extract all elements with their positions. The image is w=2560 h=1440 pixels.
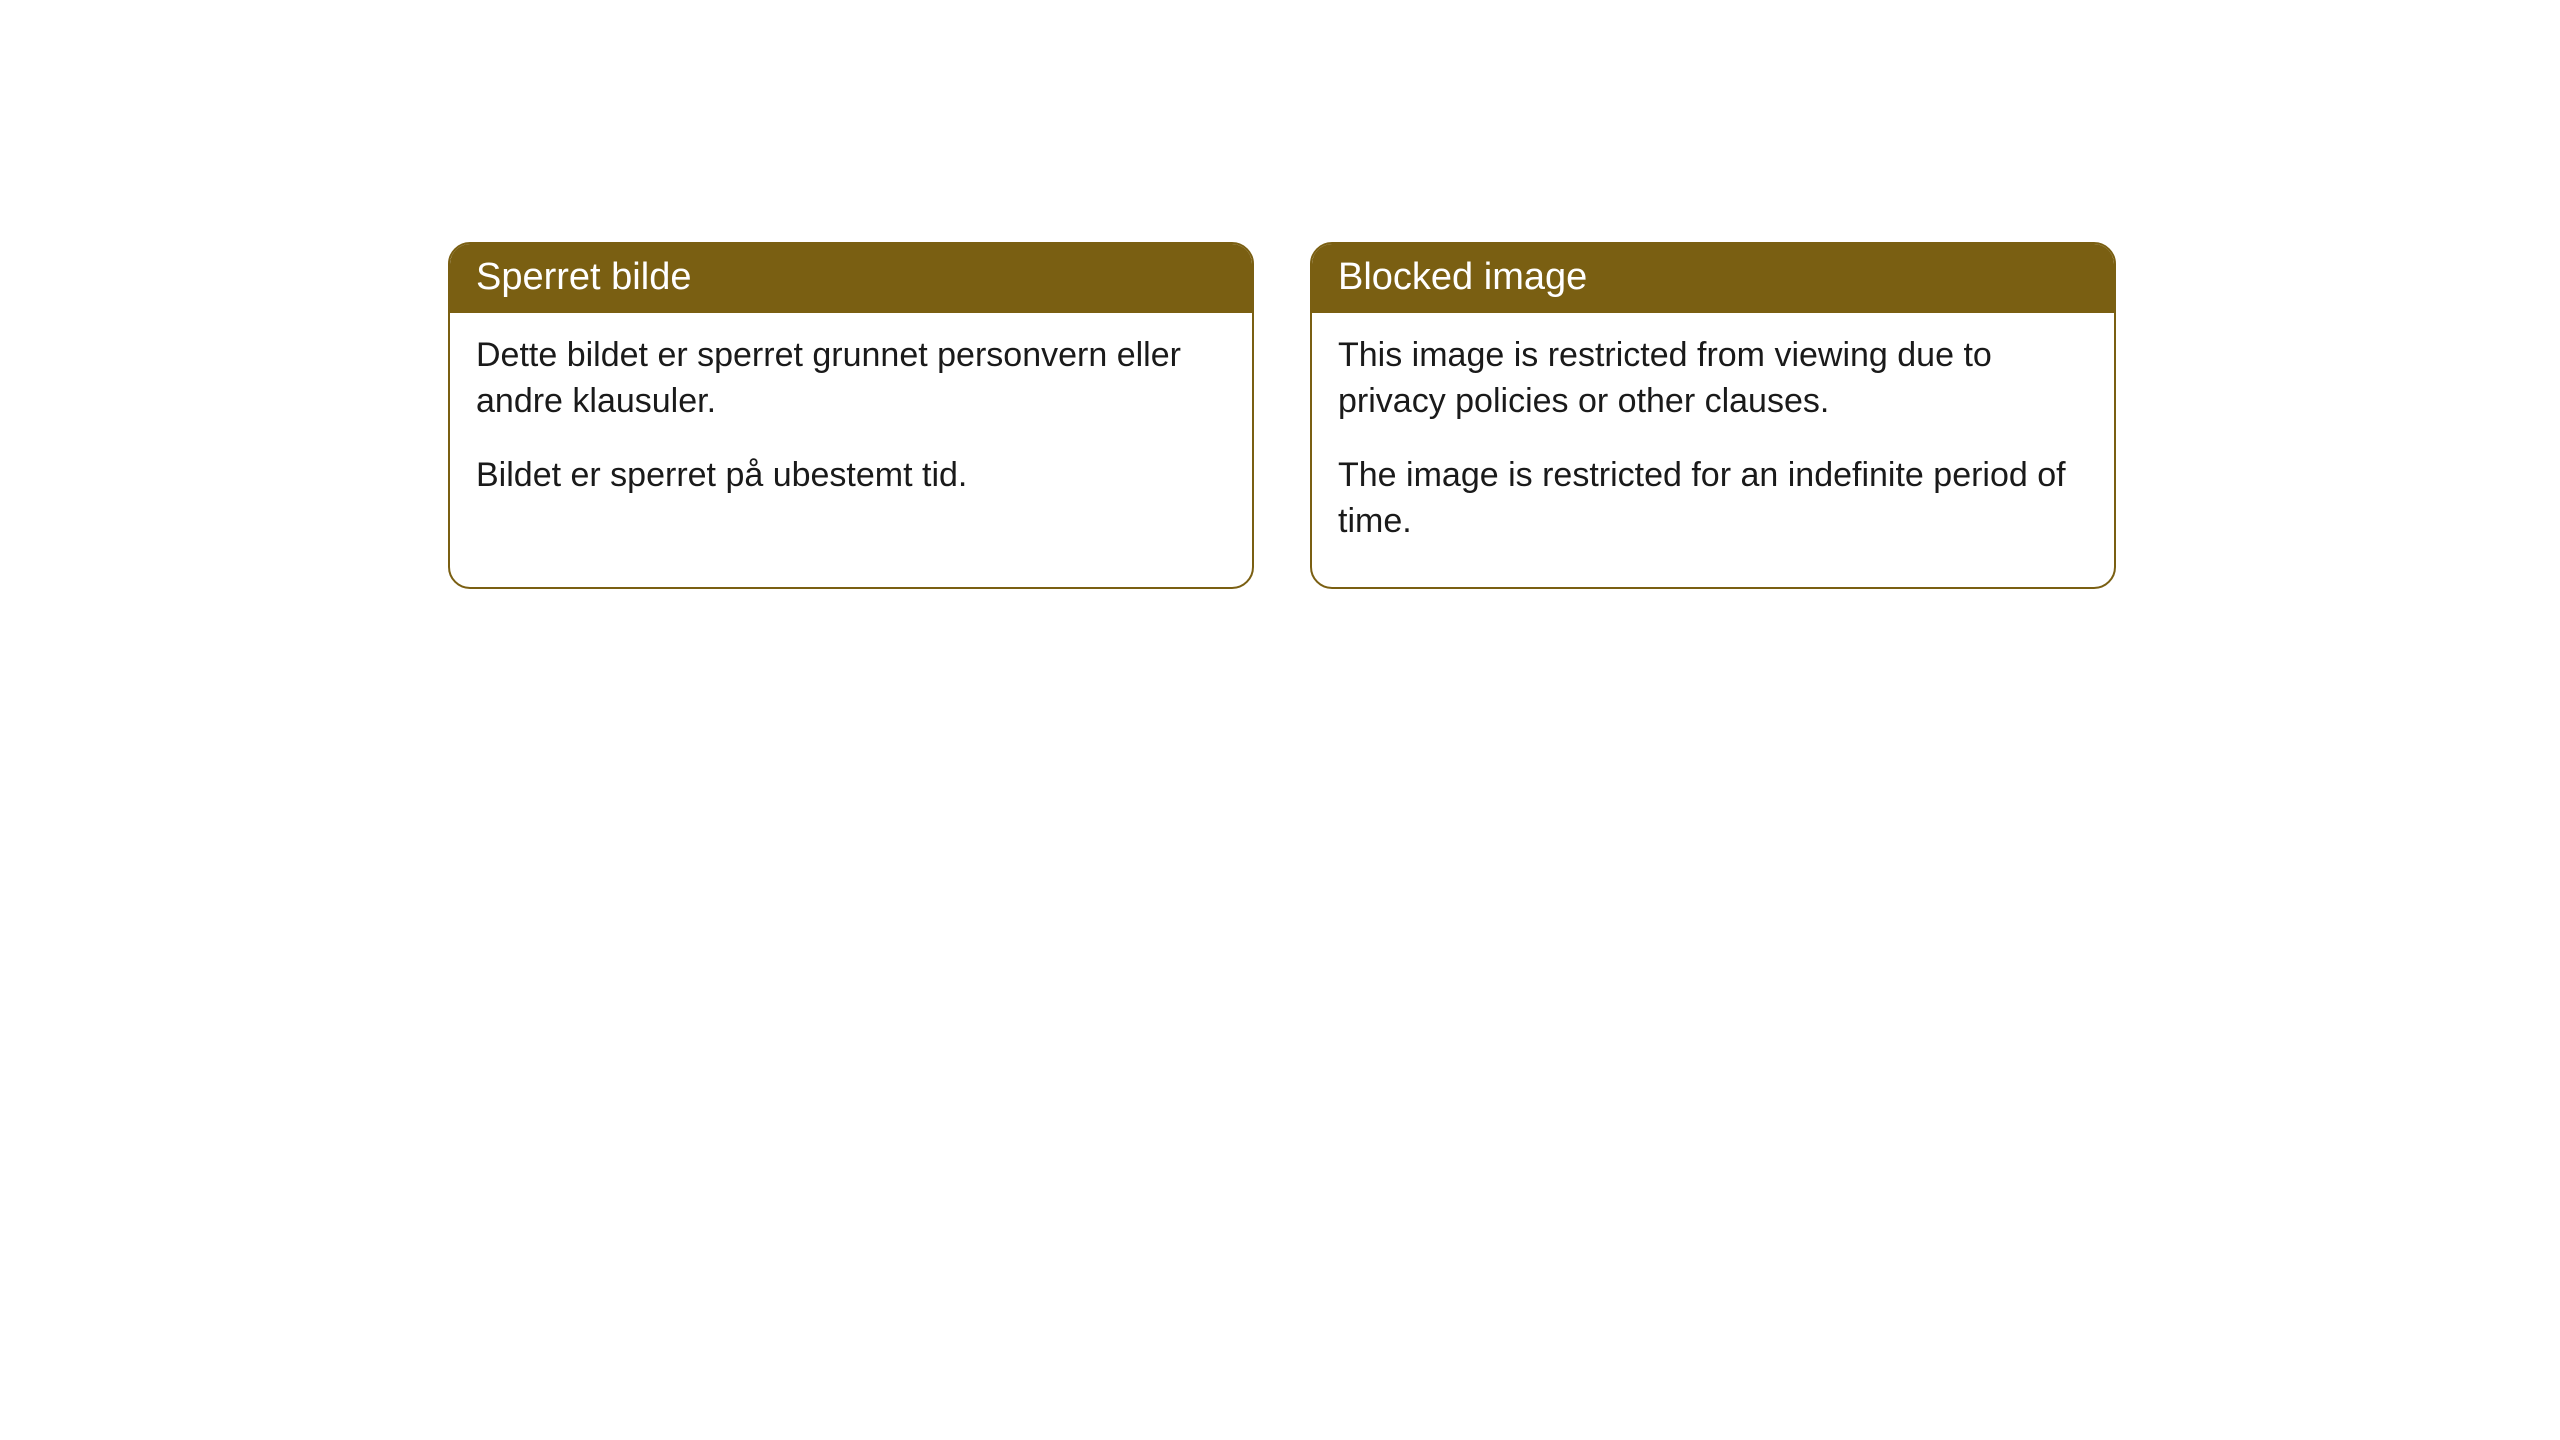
card-body-english: This image is restricted from viewing du… [1312,313,2114,587]
blocked-image-card-english: Blocked image This image is restricted f… [1310,242,2116,589]
card-paragraph-2-english: The image is restricted for an indefinit… [1338,453,2088,545]
card-header-english: Blocked image [1312,244,2114,313]
blocked-image-card-norwegian: Sperret bilde Dette bildet er sperret gr… [448,242,1254,589]
card-paragraph-1-norwegian: Dette bildet er sperret grunnet personve… [476,333,1226,425]
notice-cards-container: Sperret bilde Dette bildet er sperret gr… [448,242,2116,589]
card-header-norwegian: Sperret bilde [450,244,1252,313]
card-title-english: Blocked image [1338,256,1587,298]
card-title-norwegian: Sperret bilde [476,256,691,298]
card-paragraph-1-english: This image is restricted from viewing du… [1338,333,2088,425]
card-paragraph-2-norwegian: Bildet er sperret på ubestemt tid. [476,453,1226,499]
card-body-norwegian: Dette bildet er sperret grunnet personve… [450,313,1252,541]
